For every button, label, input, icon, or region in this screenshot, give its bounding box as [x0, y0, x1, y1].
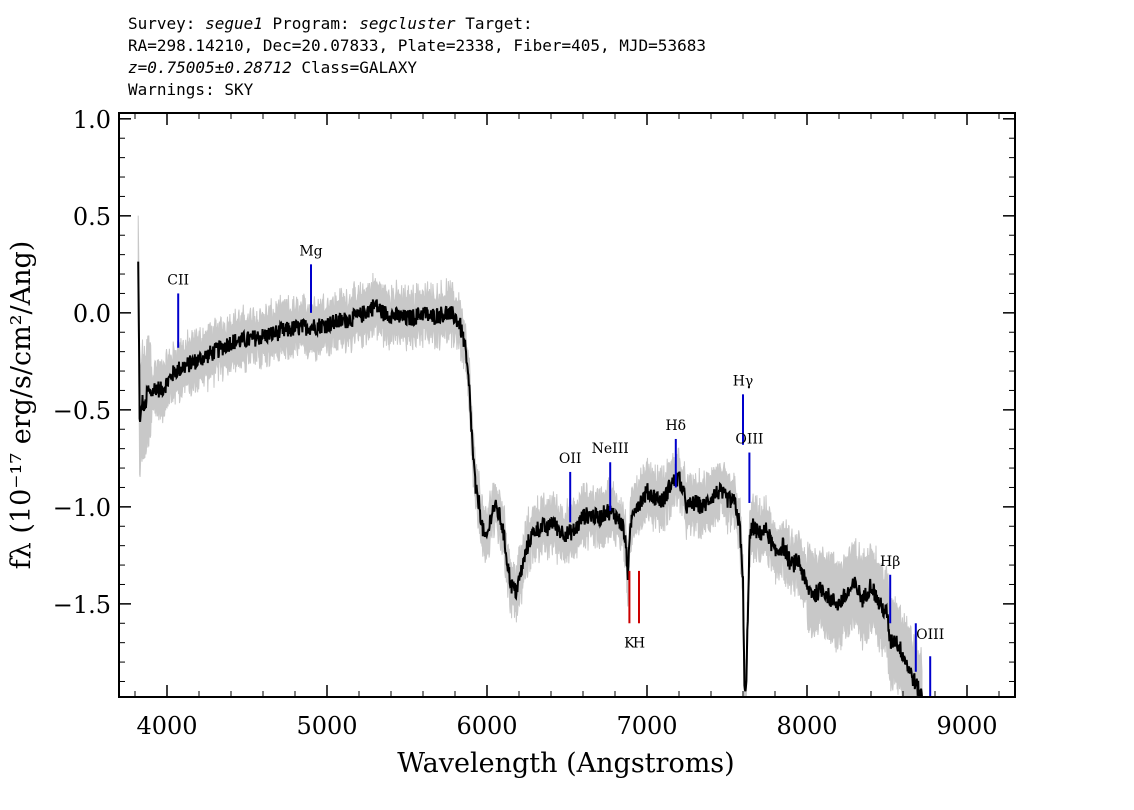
y-tick-label: 1.0 [73, 106, 111, 134]
line-label-hbeta: Hβ [880, 554, 900, 570]
spectrum-path [137, 261, 923, 698]
error-band-area [137, 215, 923, 698]
header-line-redshift: z=0.75005±0.28712 Class=GALAXY [128, 57, 706, 79]
line-label-mg: Mg [299, 243, 322, 259]
y-tick-label: 0.0 [73, 300, 111, 328]
plot-frame [118, 112, 1016, 698]
line-label-oiii-2: OIII [916, 627, 944, 643]
x-tick-label: 7000 [616, 712, 677, 740]
x-tick-label: 5000 [296, 712, 357, 740]
header-line-survey: Survey: segue1 Program: segcluster Targe… [128, 13, 706, 35]
line-label-hdelta: Hδ [665, 418, 686, 434]
x-tick-label: 8000 [776, 712, 837, 740]
line-label-k: K [624, 635, 635, 651]
x-axis-ticks: 4000 5000 6000 7000 8000 9000 [134, 113, 1000, 740]
line-label-cii: CII [167, 272, 189, 288]
x-tick-label: 4000 [136, 712, 197, 740]
survey-value: segue1 [205, 14, 263, 33]
line-label-oiii-1: OIII [735, 432, 763, 448]
survey-label: Survey: [128, 14, 196, 33]
spectrum-header: Survey: segue1 Program: segcluster Targe… [128, 13, 706, 101]
y-axis-label: fλ (10⁻¹⁷ erg/s/cm²/Ang) [6, 241, 37, 570]
line-label-hgamma: Hγ [733, 373, 754, 389]
spectrum-line [137, 261, 923, 698]
y-tick-label: −0.5 [53, 397, 111, 425]
spectral-line-markers: CII Mg OII NeIII Hδ Hγ OIII Hβ OIII KH [167, 243, 944, 697]
line-label-oii: OII [559, 451, 582, 467]
error-band [137, 215, 923, 698]
program-value: segcluster [359, 14, 456, 33]
y-tick-label: −1.5 [53, 591, 111, 619]
y-tick-label: −1.0 [53, 494, 111, 522]
program-label: Program: [272, 14, 350, 33]
x-axis-label: Wavelength (Angstroms) [397, 748, 734, 779]
x-tick-label: 6000 [456, 712, 517, 740]
header-line-coordinates: RA=298.14210, Dec=20.07833, Plate=2338, … [128, 36, 706, 55]
x-tick-label: 9000 [936, 712, 997, 740]
target-label: Target: [465, 14, 533, 33]
header-line-warnings: Warnings: SKY [128, 80, 254, 99]
line-label-h: H [633, 635, 645, 651]
redshift-value: z=0.75005±0.28712 [128, 58, 292, 77]
line-label-neiii: NeIII [592, 441, 629, 457]
class-value: Class=GALAXY [301, 58, 417, 77]
y-axis-ticks: 1.0 0.5 0.0 −0.5 −1.0 −1.5 [53, 106, 1015, 682]
y-tick-label: 0.5 [73, 203, 111, 231]
